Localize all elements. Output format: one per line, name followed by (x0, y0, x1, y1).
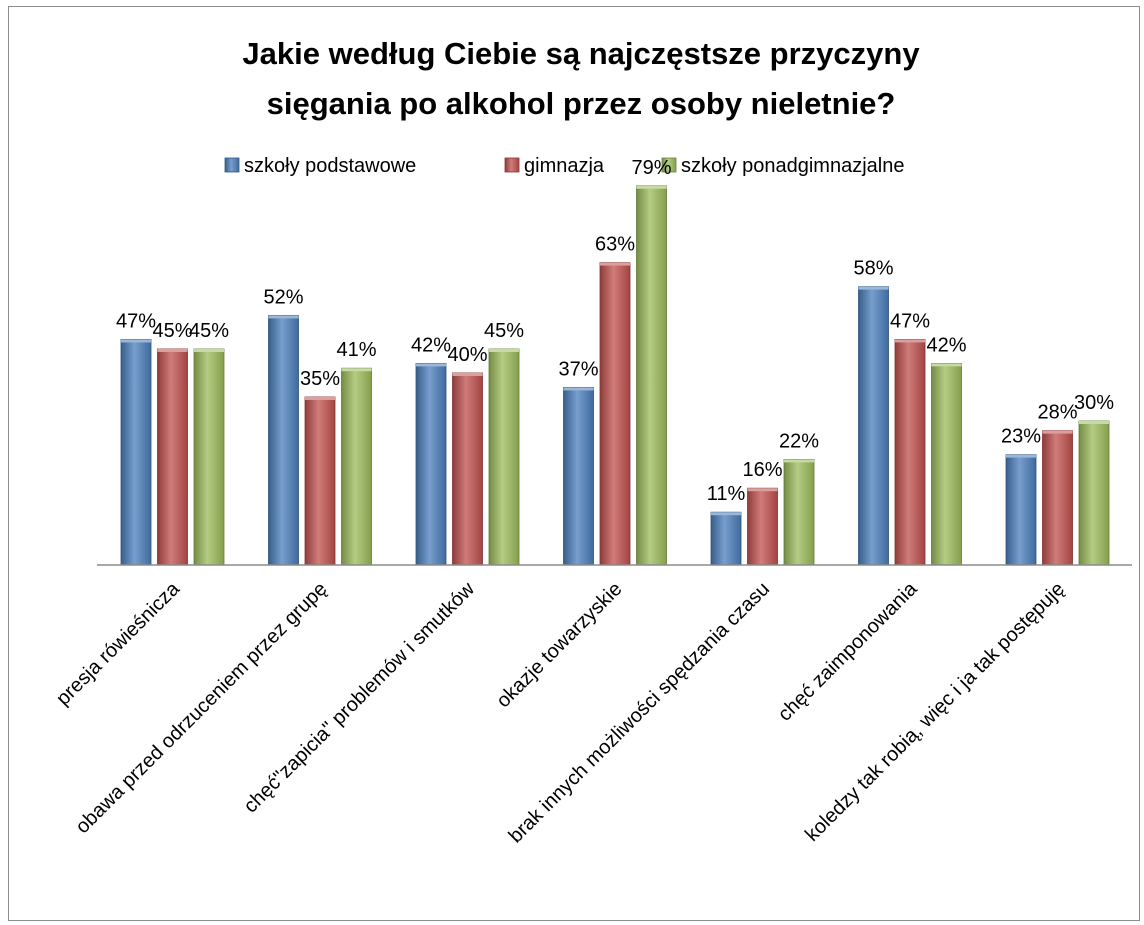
legend: szkoły podstawowe gimnazja szkoły ponadgim… (224, 155, 904, 177)
data-label-4-2: 63% (595, 234, 635, 256)
bar-5-2 (747, 487, 778, 566)
category-label-1: presja rówieśnicza (52, 577, 185, 710)
legend-label-3: szkoły ponadgimnazjalne (681, 155, 904, 177)
legend-swatch-3 (661, 157, 677, 173)
legend-swatch-2 (504, 157, 520, 173)
bar-3-3 (488, 348, 520, 566)
bar-highlight-5-3 (784, 459, 814, 463)
bar-1-1 (120, 338, 152, 566)
data-label-2-1: 52% (263, 286, 303, 308)
data-label-7-2: 28% (1037, 402, 1077, 424)
bar-highlight-7-2 (1042, 430, 1073, 434)
data-label-2-3: 41% (336, 339, 376, 361)
bar-3-2 (452, 372, 483, 566)
bar-highlight-6-2 (895, 339, 925, 343)
bar-highlight-2-1 (268, 315, 299, 319)
bar-highlight-5-2 (747, 488, 778, 492)
category-label-6: chęć zaimponowania (774, 577, 922, 725)
bar-2-2 (304, 396, 336, 566)
data-label-6-3: 42% (926, 334, 966, 356)
bar-7-3 (1078, 420, 1110, 566)
data-label-1-3: 45% (189, 320, 229, 342)
bar-5-3 (783, 458, 815, 566)
legend-label-1: szkoły podstawowe (244, 155, 416, 177)
bar-4-1 (563, 386, 594, 566)
legend-swatch-1 (224, 157, 240, 173)
bar-6-2 (894, 338, 926, 566)
category-label-2: obawa przed odrzuceniem przez grupę (71, 578, 331, 838)
legend-label-2: gimnazja (524, 155, 605, 177)
bar-4-2 (599, 262, 631, 566)
bar-highlight-2-3 (341, 368, 372, 372)
bar-highlight-4-1 (563, 387, 594, 391)
bar-7-1 (1005, 454, 1037, 566)
data-label-5-3: 22% (779, 430, 819, 452)
data-label-7-3: 30% (1074, 392, 1114, 414)
data-label-3-3: 45% (484, 320, 524, 342)
bar-highlight-4-3 (636, 185, 667, 189)
category-label-3: chęć"zapicia" problemów i smutków (240, 578, 480, 818)
category-label-4: okazje towarzyskie (492, 578, 626, 712)
bar-2-3 (341, 367, 372, 566)
data-label-5-2: 16% (742, 459, 782, 481)
chart-title: Jakie według Ciebie są najczęstsze przyc… (242, 36, 920, 121)
bar-highlight-1-2 (157, 349, 188, 352)
bar-highlight-5-1 (711, 512, 741, 516)
data-label-2-2: 35% (300, 368, 340, 390)
data-label-1-2: 45% (152, 320, 192, 342)
bar-highlight-6-1 (858, 286, 889, 290)
bar-highlight-3-3 (489, 349, 519, 352)
bar-2-1 (268, 314, 299, 566)
data-label-4-1: 37% (558, 358, 598, 380)
bar-5-1 (710, 511, 742, 566)
chart-title-line-2: sięgania po alkohol przez osoby nieletni… (267, 86, 896, 121)
data-label-3-2: 40% (447, 344, 487, 366)
category-label-7: koledzy tak robią, więc i ja tak postępu… (801, 578, 1069, 846)
data-labels: 47%45%45%52%35%41% 42%40%45%37%63%79%11%1… (116, 157, 1114, 505)
bar-highlight-7-3 (1079, 421, 1109, 424)
bar-6-1 (858, 286, 889, 566)
bar-6-3 (931, 362, 962, 566)
data-label-3-1: 42% (411, 334, 451, 356)
data-label-1-1: 47% (116, 310, 156, 332)
data-label-7-1: 23% (1001, 426, 1041, 448)
bars (120, 185, 1110, 566)
data-label-6-1: 58% (853, 258, 893, 280)
category-label-5: brak innych możliwości spędzania czasu (505, 578, 774, 847)
bar-highlight-3-1 (416, 363, 446, 367)
data-label-6-2: 47% (890, 310, 930, 332)
bar-highlight-1-1 (121, 339, 151, 343)
bar-highlight-2-2 (305, 397, 335, 400)
data-label-5-1: 11% (707, 483, 746, 505)
bar-highlight-4-2 (600, 262, 630, 266)
chart-title-line-1: Jakie według Ciebie są najczęstsze przyc… (242, 36, 920, 71)
bar-1-3 (193, 348, 225, 566)
bar-highlight-3-2 (452, 373, 483, 376)
data-label-4-3: 79% (631, 157, 671, 179)
bar-highlight-7-1 (1006, 454, 1036, 458)
bar-highlight-1-3 (194, 349, 224, 352)
bar-1-2 (157, 348, 188, 566)
bar-3-1 (415, 362, 447, 566)
bar-highlight-6-3 (931, 363, 962, 367)
bar-7-2 (1042, 430, 1073, 566)
bar-4-3 (636, 185, 667, 566)
